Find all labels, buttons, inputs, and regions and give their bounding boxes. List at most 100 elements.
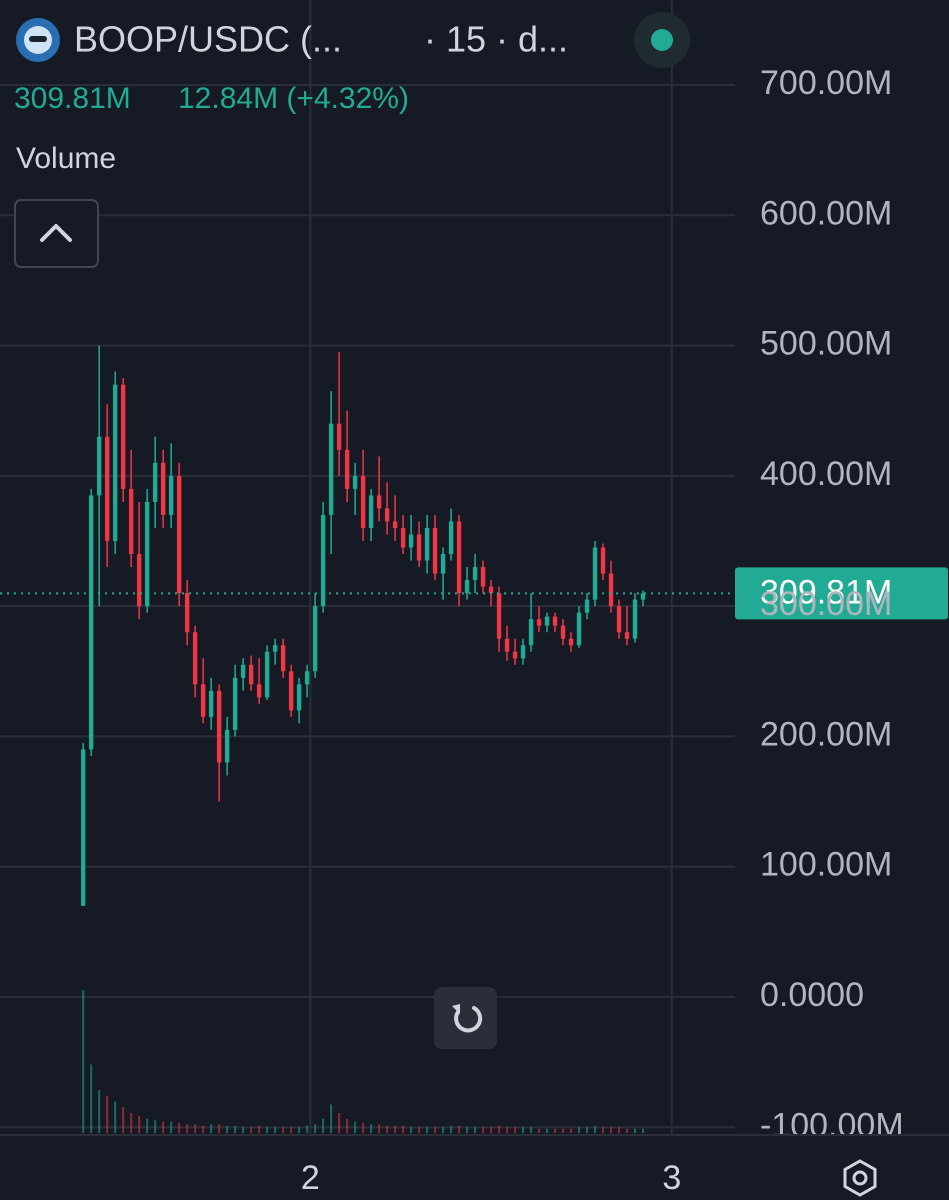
volume-bar bbox=[626, 1128, 629, 1133]
interval[interactable]: · 15 · d... bbox=[424, 19, 568, 60]
candle-body bbox=[288, 671, 294, 711]
candle-body bbox=[208, 690, 214, 717]
volume-bar bbox=[498, 1125, 501, 1133]
candle-body bbox=[224, 729, 230, 763]
candle-body bbox=[416, 534, 422, 561]
volume-bar bbox=[346, 1118, 349, 1133]
candle-body bbox=[152, 462, 158, 502]
candle-body bbox=[424, 527, 430, 561]
candle-body bbox=[232, 677, 238, 730]
candle-body bbox=[144, 501, 150, 607]
candle-body bbox=[616, 606, 622, 633]
y-tick-label: 500.00M bbox=[760, 325, 892, 363]
candle-body bbox=[336, 423, 342, 450]
candle-body bbox=[80, 749, 86, 906]
volume-bar bbox=[210, 1124, 213, 1133]
volume-bar bbox=[138, 1115, 141, 1133]
candle-body bbox=[328, 423, 334, 515]
volume-bar bbox=[634, 1128, 637, 1133]
volume-bar bbox=[514, 1127, 517, 1133]
candle-body bbox=[136, 554, 142, 607]
last-price-label: 309.81M bbox=[760, 573, 892, 611]
volume-bar bbox=[114, 1101, 117, 1133]
candle-body bbox=[384, 508, 390, 522]
candle-body bbox=[192, 632, 198, 685]
reset-icon bbox=[454, 1006, 483, 1033]
settings-icon-center bbox=[852, 1170, 868, 1186]
candle-body bbox=[584, 599, 590, 613]
candle-body bbox=[352, 475, 358, 489]
volume-bar bbox=[442, 1127, 445, 1133]
candle-body bbox=[168, 475, 174, 515]
candle-body bbox=[576, 612, 582, 646]
x-tick-label: 2 bbox=[301, 1159, 320, 1197]
candle-body bbox=[272, 645, 278, 652]
candle-body bbox=[112, 384, 118, 541]
volume-bar bbox=[642, 1128, 645, 1133]
volume-bar bbox=[426, 1127, 429, 1133]
logo-eyes bbox=[29, 36, 47, 42]
candle-body bbox=[448, 521, 454, 555]
candle-body bbox=[504, 638, 510, 652]
volume-bar bbox=[450, 1125, 453, 1133]
candle-body bbox=[216, 690, 222, 763]
candle-body bbox=[96, 436, 102, 496]
candle-body bbox=[552, 616, 558, 626]
candle-body bbox=[472, 567, 478, 581]
candle-body bbox=[432, 527, 438, 574]
volume-bar bbox=[386, 1125, 389, 1133]
volume-bar bbox=[322, 1118, 325, 1133]
candle-body bbox=[304, 671, 310, 685]
candle-body bbox=[520, 645, 526, 659]
volume-bar bbox=[554, 1128, 557, 1133]
status-dot bbox=[651, 29, 673, 51]
volume-bar bbox=[330, 1104, 333, 1133]
volume-bar bbox=[218, 1124, 221, 1133]
candle-body bbox=[344, 449, 350, 489]
volume-bar bbox=[458, 1125, 461, 1133]
candle-body bbox=[104, 436, 110, 541]
volume-bar bbox=[82, 990, 85, 1133]
candle-body bbox=[240, 664, 246, 678]
last-value: 309.81M bbox=[14, 82, 131, 115]
volume-bar bbox=[266, 1127, 269, 1133]
symbol[interactable]: BOOP/USDC (... bbox=[74, 19, 342, 60]
candle-body bbox=[200, 684, 206, 717]
volume-bar bbox=[466, 1127, 469, 1133]
volume-bar bbox=[314, 1124, 317, 1133]
volume-bar bbox=[282, 1127, 285, 1133]
study-name: Volume bbox=[16, 142, 116, 175]
candle-body bbox=[496, 593, 502, 639]
candle-body bbox=[184, 593, 190, 633]
candle-body bbox=[480, 567, 486, 587]
reset-button[interactable] bbox=[434, 987, 497, 1049]
volume-bar bbox=[618, 1127, 621, 1133]
collapse-icon bbox=[40, 224, 72, 242]
volume-bar bbox=[98, 1090, 101, 1133]
candle-body bbox=[392, 521, 398, 528]
candle-body bbox=[528, 619, 534, 646]
volume-bar bbox=[250, 1127, 253, 1133]
candle-body bbox=[248, 664, 254, 685]
settings-icon[interactable] bbox=[843, 1159, 877, 1197]
volume-bar bbox=[490, 1127, 493, 1133]
candle-body bbox=[624, 632, 630, 639]
candle-body bbox=[456, 521, 462, 594]
candle-body bbox=[128, 488, 134, 555]
candle-body bbox=[464, 580, 470, 594]
volume-pane bbox=[82, 990, 645, 1133]
candle-body bbox=[608, 573, 614, 607]
volume-bar bbox=[154, 1120, 157, 1133]
candle-body bbox=[400, 527, 406, 548]
volume-bar bbox=[202, 1125, 205, 1133]
volume-bar bbox=[194, 1124, 197, 1133]
volume-bar bbox=[122, 1107, 125, 1133]
volume-bar bbox=[170, 1121, 173, 1133]
collapse-button[interactable] bbox=[14, 199, 99, 268]
candle-body bbox=[376, 495, 382, 509]
volume-bar bbox=[506, 1127, 509, 1133]
volume-bar bbox=[290, 1127, 293, 1133]
volume-bar bbox=[354, 1121, 357, 1133]
volume-bar bbox=[394, 1125, 397, 1133]
